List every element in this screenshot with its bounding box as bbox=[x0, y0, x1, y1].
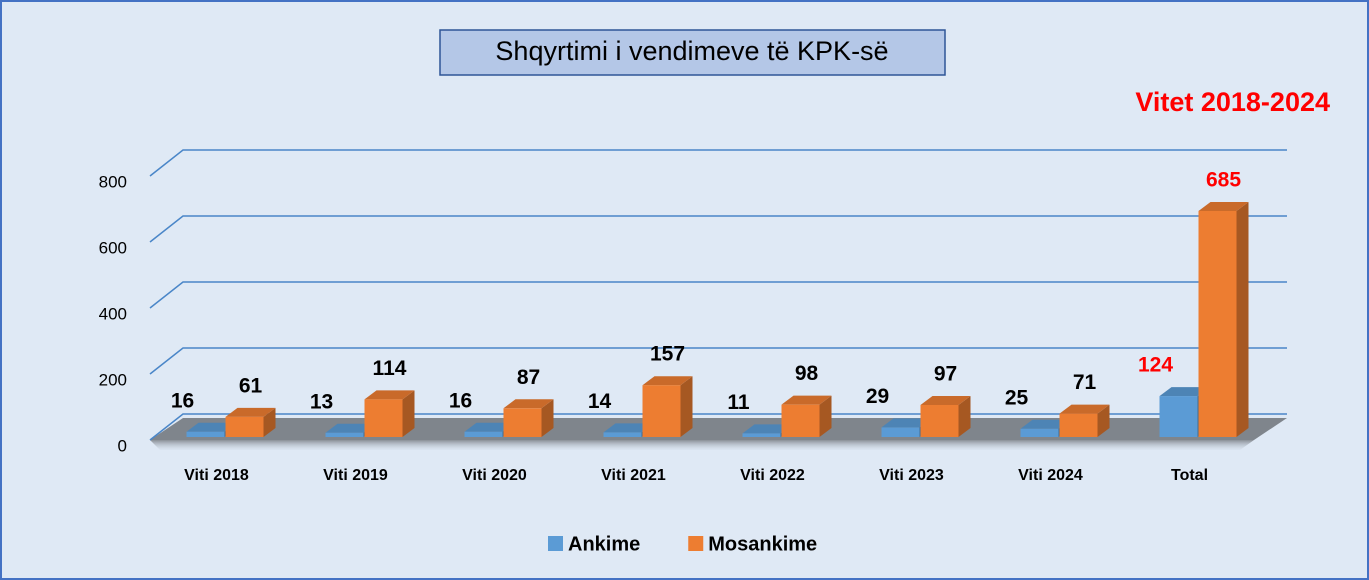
bar-side bbox=[541, 399, 554, 437]
floor-shadow bbox=[150, 440, 1254, 450]
floor bbox=[150, 418, 1287, 440]
bar-top bbox=[742, 424, 793, 434]
bar-side bbox=[680, 376, 693, 437]
legend-swatch bbox=[688, 536, 704, 551]
grid-line bbox=[149, 215, 1287, 243]
x-tick-label: Viti 2024 bbox=[1018, 467, 1083, 484]
value-label: 71 bbox=[1073, 371, 1097, 394]
value-label: 16 bbox=[449, 389, 472, 412]
bar-top bbox=[1198, 201, 1249, 211]
bar bbox=[881, 427, 920, 437]
legend-swatch bbox=[548, 536, 563, 551]
bar-side bbox=[263, 407, 276, 437]
bar-side bbox=[1097, 404, 1110, 437]
bar bbox=[186, 431, 225, 437]
bar bbox=[1198, 210, 1237, 437]
title-box bbox=[439, 29, 946, 76]
grid-line bbox=[149, 149, 1287, 177]
bar bbox=[503, 408, 542, 437]
x-tick-label: Viti 2023 bbox=[879, 467, 944, 484]
bar-top bbox=[781, 395, 832, 405]
chart-title: Shqyrtimi i vendimeve të KPK-së bbox=[495, 36, 888, 66]
x-tick-label: Viti 2019 bbox=[323, 467, 388, 484]
y-tick-label: 0 bbox=[118, 436, 127, 455]
value-label: 97 bbox=[934, 363, 957, 386]
bar-top bbox=[225, 407, 276, 417]
bar bbox=[1059, 413, 1098, 437]
value-label: 13 bbox=[310, 390, 333, 413]
value-label: 685 bbox=[1206, 168, 1241, 191]
y-tick-label: 400 bbox=[99, 304, 127, 323]
bar bbox=[325, 432, 364, 437]
bar-top bbox=[1020, 419, 1071, 429]
bar-top bbox=[1159, 387, 1210, 397]
x-tick-label: Total bbox=[1171, 467, 1208, 484]
bar bbox=[225, 416, 264, 437]
value-label: 29 bbox=[866, 385, 889, 408]
legend-label: Ankime bbox=[568, 533, 640, 555]
bar-top bbox=[464, 422, 515, 432]
value-label: 61 bbox=[239, 374, 263, 397]
grid-line bbox=[149, 347, 1287, 375]
bar-top bbox=[642, 376, 693, 386]
x-tick-label: Viti 2018 bbox=[184, 467, 249, 484]
bar bbox=[464, 431, 503, 437]
bar bbox=[1020, 428, 1059, 437]
x-tick-label: Viti 2022 bbox=[740, 467, 805, 484]
x-tick-label: Viti 2021 bbox=[601, 467, 666, 484]
bar-top bbox=[503, 399, 554, 409]
bar-top bbox=[1059, 404, 1110, 414]
value-label: 157 bbox=[650, 343, 685, 366]
bar bbox=[781, 404, 820, 437]
value-label: 114 bbox=[373, 357, 407, 380]
bar-side bbox=[402, 390, 415, 437]
value-label: 11 bbox=[727, 391, 750, 414]
y-tick-label: 800 bbox=[99, 172, 127, 191]
value-label: 87 bbox=[517, 366, 540, 389]
value-label: 98 bbox=[795, 362, 819, 385]
bar bbox=[1159, 396, 1198, 437]
bar bbox=[603, 432, 642, 437]
y-tick-label: 600 bbox=[99, 238, 127, 257]
grid-line bbox=[149, 413, 1287, 441]
bar bbox=[920, 404, 959, 437]
bar-side bbox=[958, 395, 971, 437]
bar-side bbox=[819, 395, 832, 437]
value-label: 16 bbox=[171, 389, 194, 412]
y-tick-label: 200 bbox=[99, 370, 127, 389]
value-label: 25 bbox=[1005, 386, 1029, 409]
bar-top bbox=[364, 390, 415, 400]
bar-top bbox=[186, 422, 237, 432]
grid-line bbox=[149, 281, 1287, 309]
x-tick-label: Viti 2020 bbox=[462, 467, 527, 484]
value-label: 124 bbox=[1138, 354, 1173, 377]
bar bbox=[642, 385, 681, 437]
bar-top bbox=[881, 418, 932, 428]
chart-subtitle: Vitet 2018-2024 bbox=[1135, 87, 1330, 117]
bar bbox=[742, 433, 781, 437]
legend-label: Mosankime bbox=[708, 533, 817, 555]
bar-top bbox=[325, 423, 376, 433]
bar bbox=[364, 399, 403, 437]
bar-top bbox=[603, 423, 654, 433]
bar-top bbox=[920, 395, 971, 405]
bar-side bbox=[1236, 201, 1249, 437]
value-label: 14 bbox=[588, 390, 612, 413]
